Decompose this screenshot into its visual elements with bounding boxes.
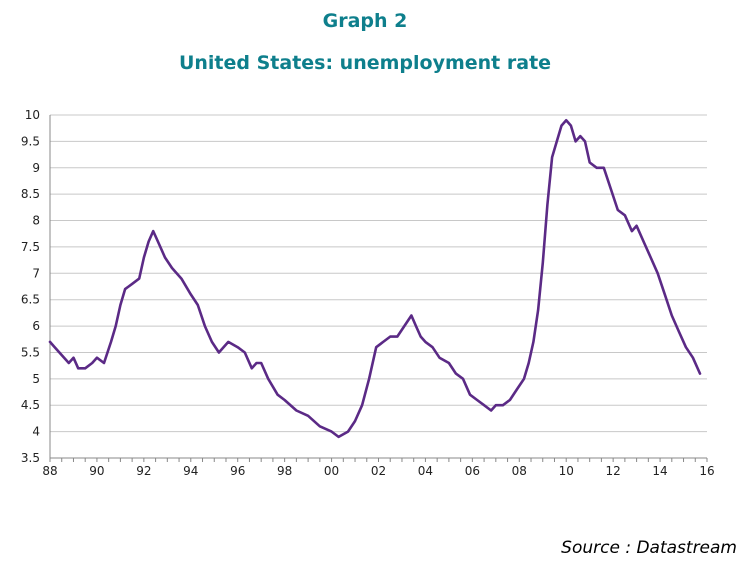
y-tick-label: 4.5 [21, 398, 40, 412]
chart-title: Graph 2 [322, 10, 408, 32]
y-tick-label: 7.5 [21, 240, 40, 254]
x-tick-label: 88 [42, 464, 57, 478]
x-tick-label: 04 [418, 464, 433, 478]
y-tick-label: 3.5 [21, 451, 40, 465]
chart-subtitle: United States: unemployment rate [178, 52, 552, 74]
y-tick-label: 5 [32, 372, 40, 386]
plot-area [50, 115, 707, 458]
x-tick-label: 96 [230, 464, 245, 478]
y-tick-label: 8.5 [21, 187, 40, 201]
x-tick-label: 12 [606, 464, 621, 478]
x-tick-label: 94 [183, 464, 198, 478]
y-tick-label: 5.5 [21, 345, 40, 359]
y-tick-label: 8 [32, 214, 40, 228]
source-note: Source : Datastream [561, 538, 737, 558]
x-tick-label: 00 [324, 464, 339, 478]
y-tick-label: 4 [32, 425, 40, 439]
unemployment-rate-line [48, 119, 702, 439]
x-tick-label: 06 [465, 464, 480, 478]
y-tick-label: 9.5 [21, 134, 40, 148]
y-tick-label: 7 [32, 266, 40, 280]
y-tick-label: 10 [25, 108, 40, 122]
x-tick-label: 02 [371, 464, 386, 478]
x-tick-label: 98 [277, 464, 292, 478]
x-tick-label: 92 [136, 464, 151, 478]
y-tick-label: 6.5 [21, 293, 40, 307]
x-tick-label: 08 [512, 464, 527, 478]
x-tick-label: 16 [699, 464, 714, 478]
x-tick-label: 10 [559, 464, 574, 478]
x-tick-label: 14 [652, 464, 667, 478]
y-tick-label: 9 [32, 161, 40, 175]
y-tick-label: 6 [32, 319, 40, 333]
x-tick-label: 90 [89, 464, 104, 478]
